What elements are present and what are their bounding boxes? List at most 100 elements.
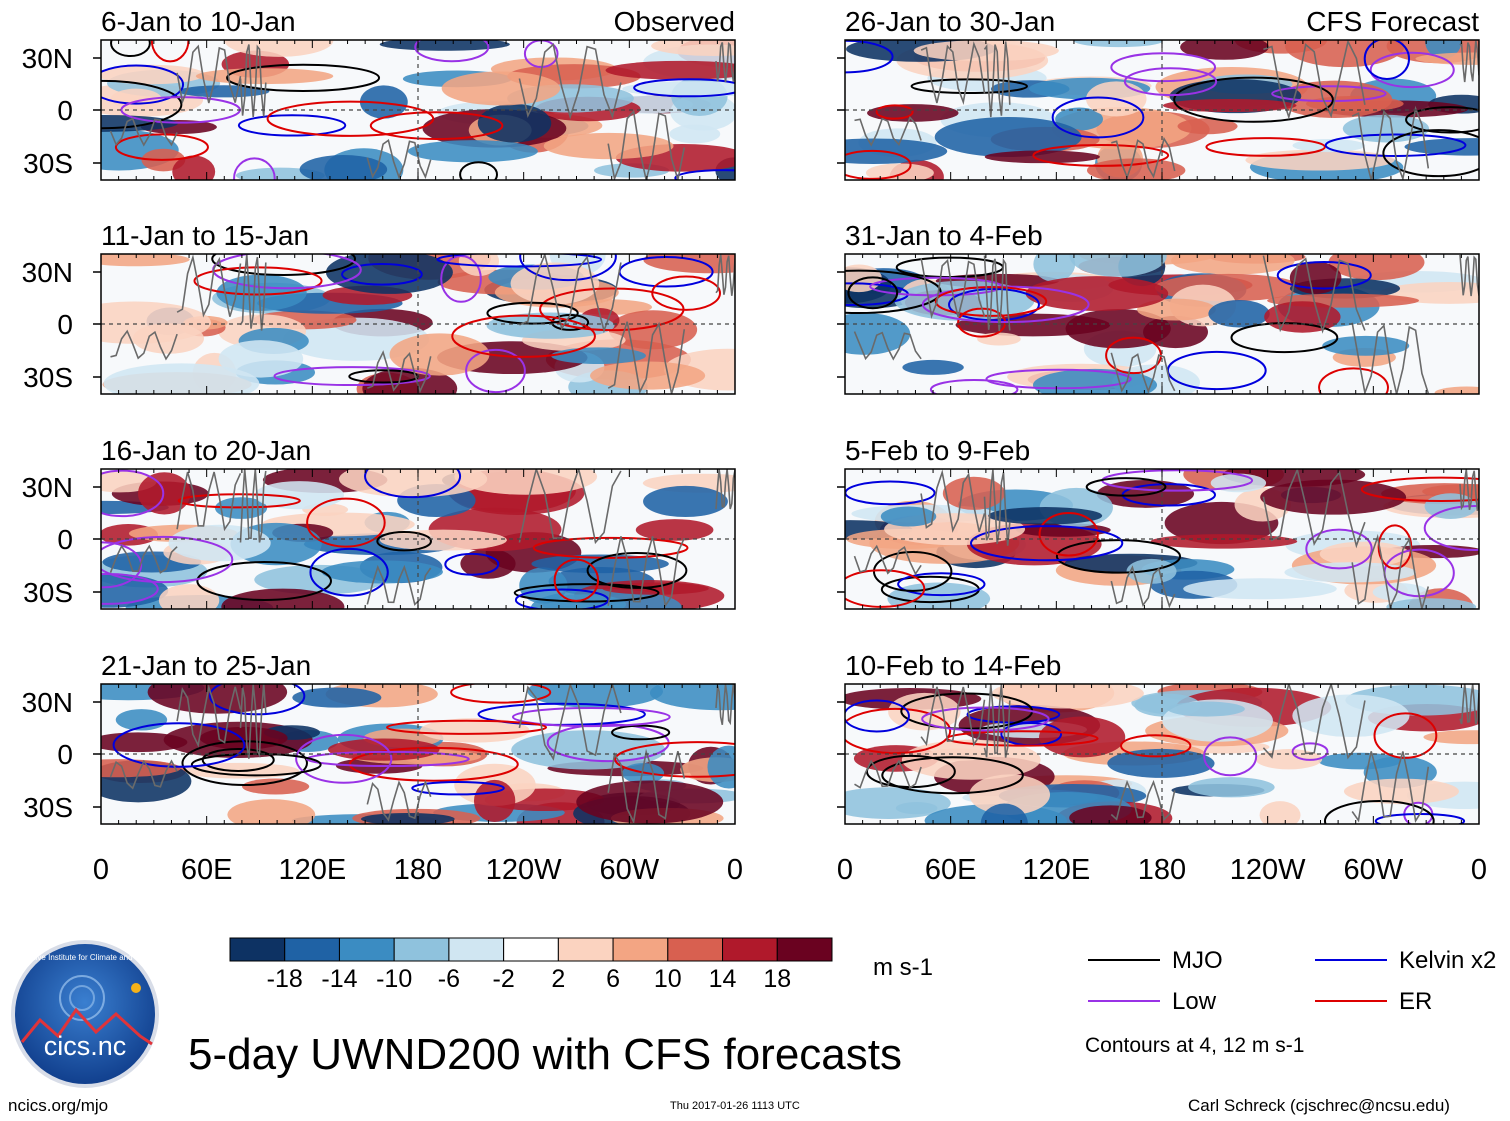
x-tick-label: 60E [925,854,977,886]
anomaly-blob [360,812,455,824]
contour-line [233,157,276,180]
logo-swirl-inner [69,985,95,1011]
coastline [176,684,242,748]
anomaly-blob [1423,730,1479,745]
panel-7: 5-Feb to 9-Feb [837,435,1480,610]
contour-line [295,733,393,784]
colorbar-box [722,937,778,962]
anomaly-blob [1319,541,1410,567]
anomaly-blob [168,524,271,562]
anomaly-blob [551,347,646,365]
contour-line [1123,67,1218,97]
legend-label: Low [1172,988,1217,1015]
main-title: 5-day UWND200 with CFS forecasts [188,1030,902,1079]
panel-3: 30N 0 30S 16-Jan to 20-Jan [22,435,736,610]
x-tick-label: 120E [1022,854,1090,886]
contour-line [1382,129,1479,178]
coastlines [854,40,1479,180]
anomaly-blob [1162,98,1297,113]
contour-line [1363,40,1411,80]
panel-6: 31-Jan to 4-Feb [837,220,1480,395]
colorbar-box [338,937,395,962]
contour-line [376,530,432,552]
contour-line [1373,712,1438,759]
anomaly-blob [103,363,260,394]
anomaly-blob [887,582,991,609]
coastline [518,42,622,120]
anomaly-blob [379,529,507,551]
anomaly-blob [902,359,964,375]
footer-author[interactable]: Carl Schreck (cjschrec@ncsu.edu) [1188,1096,1450,1115]
anomaly-blob [1126,558,1177,584]
anomaly-blob [299,155,388,180]
anomaly-blob [845,312,911,355]
coastlines [853,254,1479,394]
anomaly-blob [984,150,1100,164]
coastline [1459,40,1479,83]
contours [845,692,1466,824]
colorbar-label: -6 [438,965,460,993]
colorbar-box [612,937,669,962]
contour-line [486,301,579,325]
colorbar-label: -14 [321,965,357,993]
contour-line [532,536,689,559]
anomaly-blob [254,481,345,510]
contour-line [110,40,151,58]
contour-line [1318,367,1389,394]
contour-line [1305,528,1373,570]
anomaly-blob [1260,479,1407,515]
anomaly-blob [224,40,334,57]
coastline [109,117,178,147]
coastline [983,684,1011,758]
contour-line [177,493,301,509]
contour-line [969,525,1124,562]
coastline [1110,352,1176,394]
x-tick-label: 60W [1344,854,1404,886]
anomaly-field [101,254,735,394]
contour-line [1369,51,1455,89]
contour-line [1405,106,1479,134]
y-tick-label: 30N [22,43,73,74]
coastline [920,469,986,533]
contour-line [1423,505,1479,551]
coastline [110,329,178,361]
colorbar-label: -10 [376,965,412,993]
colorbar-label: 10 [654,965,682,993]
contour-line [444,552,500,576]
panel-period-title: 6-Jan to 10-Jan [101,6,296,37]
anomaly-blob [1183,578,1337,600]
contour-line [1085,477,1167,497]
x-axes-group: 0 60E 120E 180 120W 60W 0 0 60E 120E 180 120W 60W 0 [93,854,1487,886]
coastline [1262,255,1366,334]
panel-5: 26-Jan to 30-Jan CFS Forecast [837,6,1480,181]
y-tick-label: 0 [57,739,73,770]
contours [101,469,689,609]
panels-group: 30N 0 30S 6-Jan to 10-Jan Observed 30N 0 30S 11-… [22,6,1480,825]
anomaly-blob [420,718,530,743]
anomaly-blob [942,476,1005,510]
anomaly-blob [1386,598,1477,609]
anomaly-blob [1039,716,1126,758]
anomaly-blob [1434,386,1479,394]
contour-line [1230,322,1339,354]
contour-line [1038,511,1099,557]
contour-line [1173,76,1334,123]
contour-line [845,707,952,755]
panel-source-label: CFS Forecast [1306,6,1479,37]
logo-ring-text: Cooperative Institute for Climate and Sa… [3,953,168,962]
x-tick-label: 180 [394,854,442,886]
contour-line [1032,143,1170,167]
anomaly-blob [1086,158,1186,180]
anomaly-blob [218,340,304,378]
contours [845,40,1479,180]
anomaly-blob [590,361,706,390]
panel-1: 30N 0 30S 6-Jan to 10-Jan Observed [22,6,736,181]
contour-line [459,161,498,180]
logo-mountains [20,1007,153,1046]
anomaly-blob [969,774,1051,815]
anomaly-blob [1025,276,1169,311]
anomaly-blob [227,799,316,824]
colorbar-box [503,937,559,962]
colorbar-box [284,937,340,962]
footer-url[interactable]: ncics.org/mjo [8,1096,109,1115]
